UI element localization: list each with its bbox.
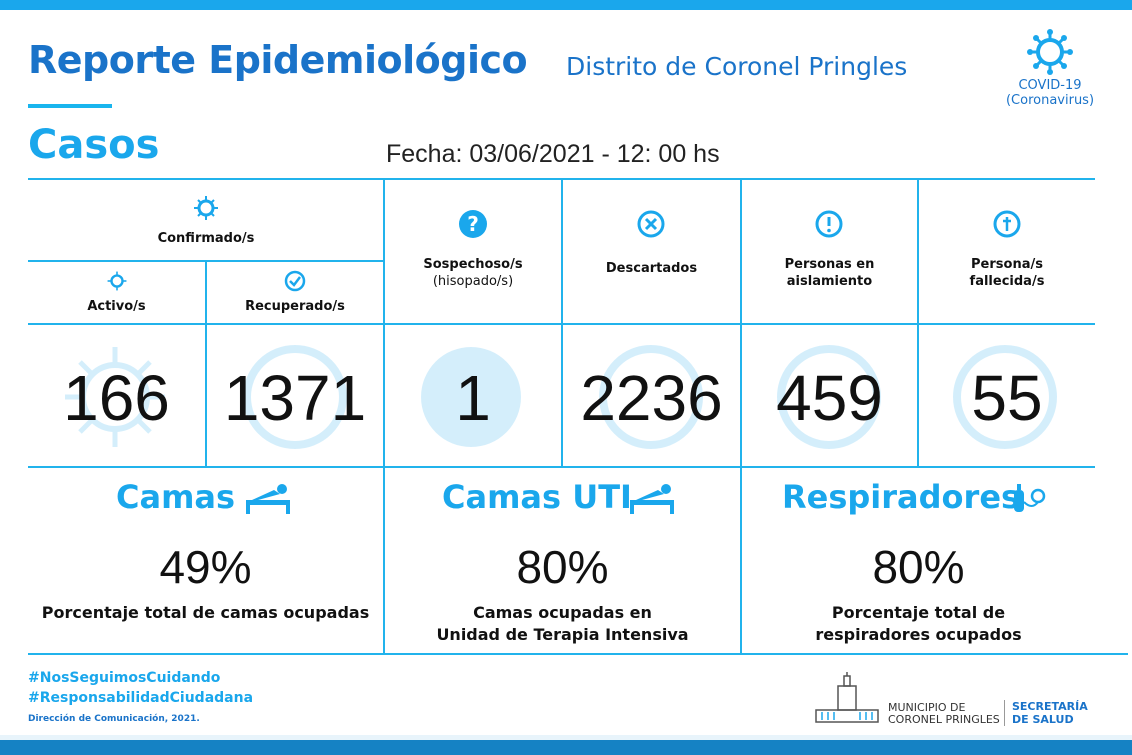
fallecidos-label-line1: Persona/s (971, 257, 1043, 272)
secretaria-line1: SECRETARÍA (1012, 700, 1088, 713)
resp-desc-line1: Porcentaje total de (831, 603, 1006, 622)
svg-text:?: ? (467, 212, 479, 236)
grid-line-v5 (917, 178, 919, 468)
muni-line1: MUNICIPIO DE (888, 701, 966, 714)
section-title-casos: Casos (28, 122, 160, 168)
sospechosos-label-line1: Sospechoso/s (423, 257, 523, 272)
camas-uti-description: Camas ocupadas en Unidad de Terapia Inte… (385, 602, 740, 646)
fallecidos-label: Persona/s fallecida/s (919, 256, 1095, 290)
respiradores-title: Respiradores (782, 478, 1021, 516)
grid-line-v4 (740, 178, 742, 655)
x-icon (637, 210, 665, 238)
camas-percentage: 49% (159, 541, 252, 593)
secretaria-line2: DE SALUD (1012, 713, 1074, 726)
confirmados-label: Confirmado/s (157, 231, 255, 246)
exclamation-icon (815, 210, 843, 238)
aislamiento-value: 459 (776, 362, 883, 434)
direccion-credit: Dirección de Comunicación, 2021. (28, 714, 200, 724)
bed-icon (246, 484, 290, 514)
respiradores-description: Porcentaje total de respiradores ocupado… (742, 602, 1095, 646)
exclamation-watermark-icon (777, 345, 881, 449)
title-underline (28, 104, 112, 108)
sospechosos-value: 1 (455, 362, 491, 434)
recuperados-label: Recuperado/s (245, 299, 345, 314)
municipio-name: MUNICIPIO DE CORONEL PRINGLES (888, 702, 1000, 726)
descartados-value: 2236 (580, 362, 723, 434)
x-watermark-icon (599, 345, 703, 449)
bottom-divider (0, 735, 1132, 740)
bottom-bar (0, 740, 1132, 755)
covid-logo: COVID-19 (Coronavirus) (1000, 28, 1100, 108)
sospechosos-label-line2: (hisopado/s) (432, 274, 514, 289)
aislamiento-label-line2: aislamiento (786, 274, 873, 289)
recuperados-value: 1371 (223, 362, 367, 434)
camas-uti-title: Camas UTI (442, 478, 632, 516)
virus-icon (1027, 29, 1073, 75)
cross-watermark-icon (953, 345, 1057, 449)
check-watermark-icon (243, 345, 347, 449)
camas-description: Porcentaje total de camas ocupadas (41, 603, 370, 622)
grid-line-resources-bottom (28, 653, 1128, 655)
footer-separator (1004, 700, 1005, 726)
resp-desc-line2: respiradores ocupados (815, 625, 1022, 644)
camas-title: Camas (116, 478, 236, 516)
grid-line-v3 (561, 178, 563, 468)
fallecidos-label-line2: fallecida/s (969, 274, 1045, 289)
respiradores-percentage: 80% (872, 541, 965, 593)
district-subtitle: Distrito de Coronel Pringles (566, 52, 908, 81)
hashtag-nos-seguimos-cuidando: #NosSeguimosCuidando (28, 670, 221, 686)
check-icon (284, 270, 306, 292)
virus-icon (107, 271, 127, 291)
question-watermark-icon (421, 347, 521, 447)
municipality-building-logo (815, 672, 879, 723)
respirator-icon (1014, 484, 1046, 512)
report-title: Reporte Epidemiológico (28, 38, 528, 82)
muni-line2: CORONEL PRINGLES (888, 713, 1000, 726)
aislamiento-label-line1: Personas en (784, 257, 875, 272)
hashtag-responsabilidad-ciudadana: #ResponsabilidadCiudadana (28, 690, 254, 706)
top-bar (0, 0, 1132, 10)
uti-desc-line2: Unidad de Terapia Intensiva (436, 625, 689, 644)
fallecidos-value: 55 (971, 362, 1043, 434)
virus-watermark-icon (65, 347, 165, 447)
camas-uti-percentage: 80% (516, 541, 609, 593)
secretaria-de-salud: SECRETARÍA DE SALUD (1012, 700, 1088, 726)
cross-icon (993, 210, 1021, 238)
coronavirus-label: (Coronavirus) (1005, 93, 1095, 108)
question-icon: ? (459, 210, 487, 238)
report-date: Fecha: 03/06/2021 - 12: 00 hs (386, 140, 720, 168)
bed-icon (630, 484, 674, 514)
covid-label: COVID-19 (1018, 78, 1082, 93)
aislamiento-label: Personas en aislamiento (742, 256, 917, 290)
activos-value: 166 (63, 362, 170, 434)
sospechosos-label: Sospechoso/s (hisopado/s) (385, 256, 561, 290)
uti-desc-line1: Camas ocupadas en (473, 603, 652, 622)
virus-icon (194, 196, 218, 220)
descartados-label: Descartados (605, 261, 698, 276)
grid-line-v1 (205, 260, 207, 468)
grid-line-v2 (383, 178, 385, 655)
activos-label: Activo/s (87, 299, 146, 314)
